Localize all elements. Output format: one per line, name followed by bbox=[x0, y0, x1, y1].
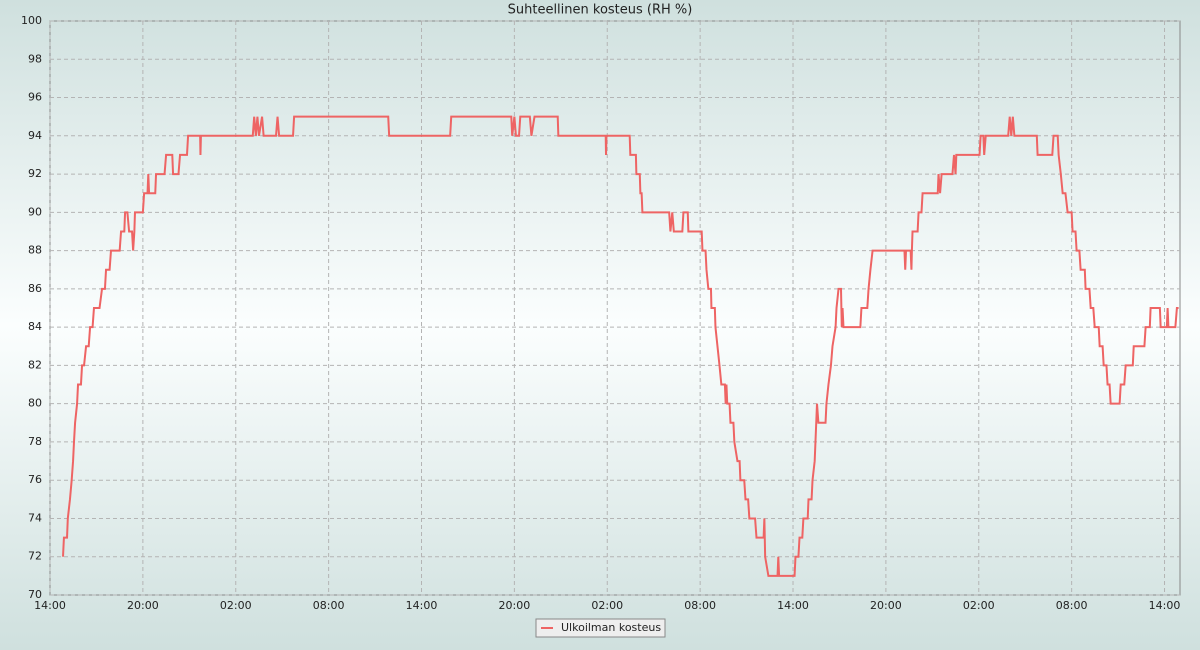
x-tick-label: 02:00 bbox=[220, 599, 252, 612]
y-tick-label: 96 bbox=[28, 91, 42, 104]
y-tick-label: 92 bbox=[28, 167, 42, 180]
x-tick-label: 08:00 bbox=[684, 599, 716, 612]
y-tick-label: 88 bbox=[28, 244, 42, 257]
y-tick-label: 82 bbox=[28, 358, 42, 371]
x-tick-label: 20:00 bbox=[127, 599, 159, 612]
y-tick-label: 78 bbox=[28, 435, 42, 448]
x-tick-label: 14:00 bbox=[34, 599, 66, 612]
y-tick-label: 74 bbox=[28, 511, 42, 524]
x-tick-label: 20:00 bbox=[499, 599, 531, 612]
y-tick-label: 80 bbox=[28, 397, 42, 410]
x-tick-label: 14:00 bbox=[406, 599, 438, 612]
x-tick-label: 08:00 bbox=[1056, 599, 1088, 612]
y-tick-label: 72 bbox=[28, 550, 42, 563]
y-tick-label: 98 bbox=[28, 52, 42, 65]
y-tick-label: 84 bbox=[28, 320, 42, 333]
x-tick-label: 14:00 bbox=[1149, 599, 1181, 612]
x-tick-label: 14:00 bbox=[777, 599, 809, 612]
legend-box bbox=[535, 618, 666, 638]
y-tick-label: 70 bbox=[28, 588, 42, 601]
x-tick-label: 02:00 bbox=[591, 599, 623, 612]
legend-label: Ulkoilman kosteus bbox=[561, 621, 661, 634]
x-tick-label: 08:00 bbox=[313, 599, 345, 612]
y-tick-label: 76 bbox=[28, 473, 42, 486]
x-tick-label: 02:00 bbox=[963, 599, 995, 612]
y-tick-label: 86 bbox=[28, 282, 42, 295]
y-tick-label: 94 bbox=[28, 129, 42, 142]
y-tick-label: 100 bbox=[21, 14, 42, 27]
line bbox=[62, 115, 1179, 577]
chart-title: Suhteellinen kosteus (RH %) bbox=[508, 3, 693, 18]
legend: Ulkoilman kosteus bbox=[535, 618, 666, 638]
y-tick-label: 90 bbox=[28, 205, 42, 218]
x-tick-label: 20:00 bbox=[870, 599, 902, 612]
